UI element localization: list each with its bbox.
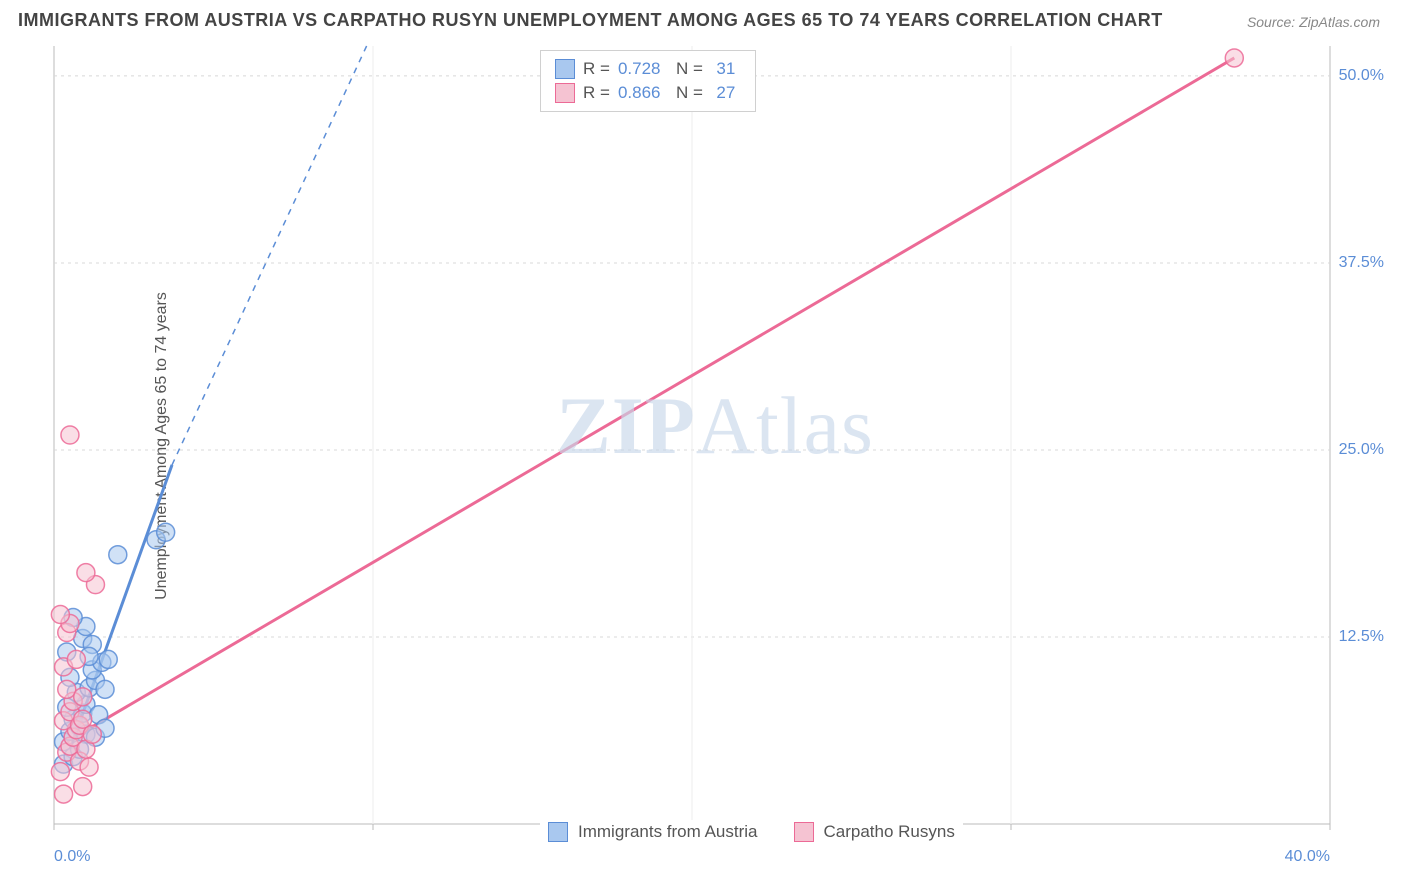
n-label: N = (676, 59, 703, 79)
n-value-series2: 27 (711, 83, 741, 103)
swatch-series2 (555, 83, 575, 103)
r-label: R = (583, 83, 610, 103)
n-value-series1: 31 (711, 59, 741, 79)
stats-row-series1: R = 0.728 N = 31 (555, 57, 741, 81)
stats-legend-box: R = 0.728 N = 31 R = 0.866 N = 27 (540, 50, 756, 112)
y-tick-label: 50.0% (1339, 67, 1384, 85)
y-tick-label: 37.5% (1339, 254, 1384, 272)
swatch-series1 (555, 59, 575, 79)
legend-bottom: Immigrants from Austria Carpatho Rusyns (540, 820, 963, 844)
n-label: N = (676, 83, 703, 103)
legend-label-series1: Immigrants from Austria (578, 822, 758, 842)
x-tick-label: 40.0% (1285, 848, 1330, 866)
legend-label-series2: Carpatho Rusyns (824, 822, 955, 842)
source-attribution: Source: ZipAtlas.com (1247, 14, 1380, 30)
plot-area: ZIPAtlas R = 0.728 N = 31 R = 0.866 N = … (50, 42, 1380, 842)
r-value-series1: 0.728 (618, 59, 668, 79)
chart-title: IMMIGRANTS FROM AUSTRIA VS CARPATHO RUSY… (18, 10, 1163, 31)
scatter-chart-svg (50, 42, 1380, 842)
r-value-series2: 0.866 (618, 83, 668, 103)
y-tick-label: 25.0% (1339, 441, 1384, 459)
r-label: R = (583, 59, 610, 79)
x-tick-label: 0.0% (54, 848, 90, 866)
swatch-series1-bottom (548, 822, 568, 842)
y-tick-label: 12.5% (1339, 628, 1384, 646)
swatch-series2-bottom (794, 822, 814, 842)
legend-item-series1: Immigrants from Austria (548, 822, 758, 842)
stats-row-series2: R = 0.866 N = 27 (555, 81, 741, 105)
legend-item-series2: Carpatho Rusyns (794, 822, 955, 842)
